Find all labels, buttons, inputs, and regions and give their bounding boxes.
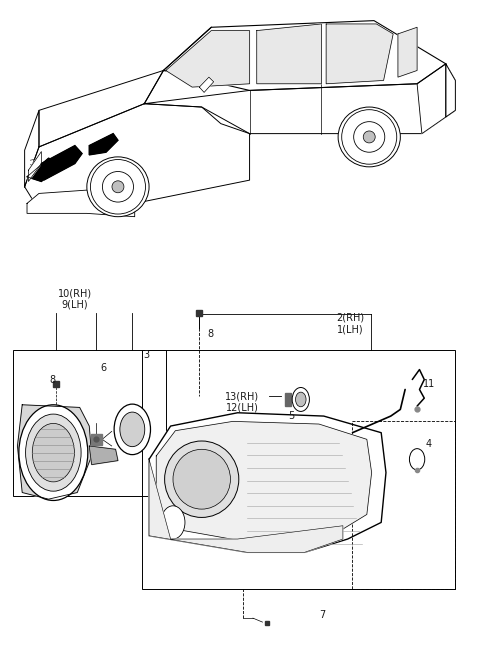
Polygon shape <box>149 413 386 552</box>
Polygon shape <box>326 24 393 84</box>
Polygon shape <box>24 104 250 210</box>
Polygon shape <box>89 134 118 155</box>
Bar <box>142 350 456 589</box>
Ellipse shape <box>354 122 385 153</box>
Polygon shape <box>163 21 446 91</box>
Text: 5: 5 <box>288 411 294 421</box>
Circle shape <box>25 414 81 492</box>
Polygon shape <box>91 434 102 445</box>
Ellipse shape <box>90 160 145 214</box>
Circle shape <box>292 388 310 412</box>
Circle shape <box>296 392 306 407</box>
Polygon shape <box>28 152 41 181</box>
Circle shape <box>409 449 425 470</box>
Ellipse shape <box>165 441 239 517</box>
Text: 4: 4 <box>426 440 432 450</box>
Polygon shape <box>166 31 250 87</box>
Text: 2(RH)
1(LH): 2(RH) 1(LH) <box>336 313 364 334</box>
Polygon shape <box>39 71 163 147</box>
Ellipse shape <box>338 107 400 167</box>
Text: 8: 8 <box>49 374 56 384</box>
Ellipse shape <box>87 157 149 216</box>
Ellipse shape <box>342 110 397 165</box>
Polygon shape <box>41 146 82 180</box>
Circle shape <box>32 424 74 482</box>
Bar <box>352 422 456 589</box>
Polygon shape <box>446 64 456 117</box>
Text: 8: 8 <box>207 329 214 340</box>
Circle shape <box>114 404 151 455</box>
Text: 6: 6 <box>100 363 107 373</box>
Circle shape <box>120 412 145 447</box>
Ellipse shape <box>112 180 124 192</box>
Polygon shape <box>156 422 372 543</box>
Polygon shape <box>285 393 291 406</box>
Polygon shape <box>199 77 214 93</box>
Ellipse shape <box>173 450 230 509</box>
Text: 11: 11 <box>423 380 435 390</box>
Polygon shape <box>398 27 417 77</box>
Text: 13(RH)
12(LH): 13(RH) 12(LH) <box>225 391 260 413</box>
Polygon shape <box>27 190 135 216</box>
Ellipse shape <box>102 172 133 202</box>
Polygon shape <box>144 64 456 134</box>
Polygon shape <box>17 405 92 499</box>
Circle shape <box>161 505 185 539</box>
Ellipse shape <box>363 131 375 143</box>
Polygon shape <box>27 159 63 181</box>
Polygon shape <box>89 446 118 465</box>
Text: 10(RH)
9(LH): 10(RH) 9(LH) <box>58 288 92 310</box>
Bar <box>12 350 166 496</box>
Polygon shape <box>417 64 446 134</box>
Polygon shape <box>24 111 39 186</box>
Text: 3: 3 <box>144 350 150 360</box>
Polygon shape <box>257 24 322 84</box>
Circle shape <box>19 405 88 500</box>
Text: 7: 7 <box>319 611 325 621</box>
Polygon shape <box>149 460 343 552</box>
